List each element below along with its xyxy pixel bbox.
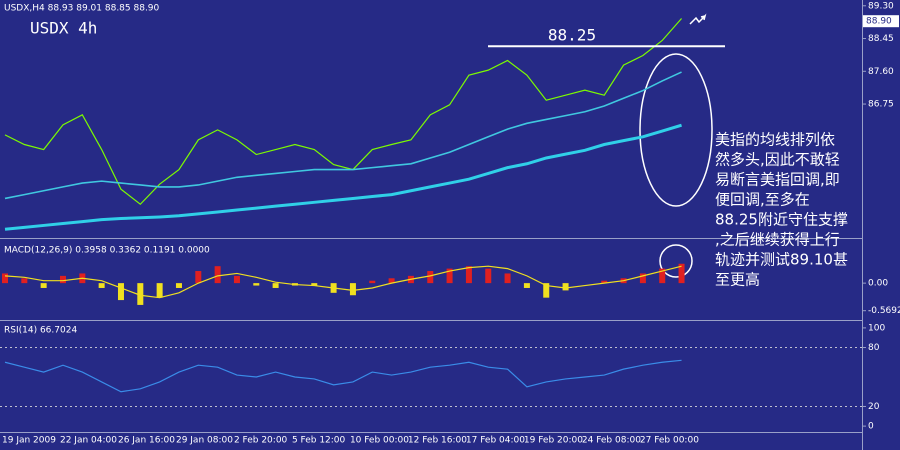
y-tick-label: 87.60 xyxy=(868,67,894,77)
annotation: 然多头,因此不敢轻 xyxy=(715,151,840,169)
series-line xyxy=(4,71,682,200)
histogram-bar xyxy=(156,283,163,298)
histogram-bar xyxy=(59,275,66,284)
histogram-bar xyxy=(195,271,202,284)
macd-title: MACD(12,26,9) 0.3958 0.3362 0.1191 0.000… xyxy=(4,246,210,256)
arrow xyxy=(689,13,707,25)
x-tick-label: 5 Feb 12:00 xyxy=(292,436,346,446)
level-label: 88.25 xyxy=(548,26,596,45)
annotation: 美指的均线排列依 xyxy=(715,131,835,149)
histogram-bar xyxy=(40,283,47,288)
histogram-bar xyxy=(485,268,492,284)
series-line xyxy=(4,123,682,231)
y-tick-label: 20 xyxy=(868,402,880,412)
histogram-bar xyxy=(659,268,666,284)
highlight-ellipse xyxy=(639,53,713,207)
histogram-bar xyxy=(446,268,453,284)
y-tick-label: 89.30 xyxy=(868,1,894,11)
histogram-bar xyxy=(427,271,434,284)
series-line xyxy=(4,265,682,299)
annotation: ,之后继续获得上行 xyxy=(715,231,840,249)
histogram-bar xyxy=(253,283,260,286)
histogram-bar xyxy=(639,273,646,284)
highlight-circle xyxy=(659,244,693,278)
annotation: 88.25附近守住支撑 xyxy=(715,211,848,229)
histogram-bar xyxy=(543,283,550,298)
histogram-bar xyxy=(523,283,530,288)
annotation: 便回调,至多在 xyxy=(715,191,810,209)
chart-subtitle: USDX 4h xyxy=(30,19,97,38)
histogram-bar xyxy=(214,266,221,284)
chart-title: USDX,H4 88.93 89.01 88.85 88.90 xyxy=(4,4,160,14)
histogram-bar xyxy=(601,280,608,284)
histogram-bar xyxy=(465,266,472,284)
histogram-bar xyxy=(349,283,356,296)
frame xyxy=(0,0,863,450)
y-tick-label: -0.5692 xyxy=(868,306,900,316)
y-tick-label: 0.00 xyxy=(868,279,888,289)
x-tick-label: 29 Jan 08:00 xyxy=(176,436,233,446)
histogram-bar xyxy=(21,278,28,284)
series-line xyxy=(4,359,682,393)
histogram-bar xyxy=(388,278,395,284)
x-tick-label: 19 Jan 2009 xyxy=(2,436,56,446)
x-tick-label: 12 Feb 16:00 xyxy=(408,436,467,446)
x-tick-label: 17 Feb 04:00 xyxy=(466,436,525,446)
rsi-title: RSI(14) 66.7024 xyxy=(4,326,77,336)
histogram-bar xyxy=(678,263,685,284)
histogram-bar xyxy=(504,273,511,284)
y-tick-label: 100 xyxy=(868,323,885,333)
y-tick-label: 86.75 xyxy=(868,100,894,110)
x-tick-label: 26 Jan 16:00 xyxy=(118,436,175,446)
histogram-bar xyxy=(2,273,8,284)
price-label: 88.90 xyxy=(866,17,892,27)
x-tick-label: 27 Feb 00:00 xyxy=(640,436,699,446)
x-tick-label: 2 Feb 20:00 xyxy=(234,436,288,446)
x-tick-label: 10 Feb 00:00 xyxy=(350,436,409,446)
annotation: 至更高 xyxy=(715,271,760,289)
x-tick-label: 24 Feb 08:00 xyxy=(582,436,641,446)
histogram-bar xyxy=(272,283,279,288)
x-tick-label: 22 Jan 04:00 xyxy=(60,436,117,446)
histogram-bar xyxy=(369,280,376,284)
histogram-bar xyxy=(117,283,124,301)
histogram-bar xyxy=(562,283,569,291)
price-marker xyxy=(863,15,899,28)
annotation: 轨迹并测试89.10甚 xyxy=(715,251,848,269)
x-tick-label: 19 Feb 20:00 xyxy=(524,436,583,446)
annotation: 易断言美指回调,即 xyxy=(715,171,840,189)
histogram-bar xyxy=(98,283,105,288)
histogram-bar xyxy=(311,283,318,286)
histogram-bar xyxy=(175,283,182,288)
y-tick-label: 80 xyxy=(868,343,880,353)
y-tick-label: 88.45 xyxy=(868,34,894,44)
y-tick-label: 0 xyxy=(868,422,874,432)
histogram-bar xyxy=(137,283,144,305)
histogram-bar xyxy=(233,275,240,284)
